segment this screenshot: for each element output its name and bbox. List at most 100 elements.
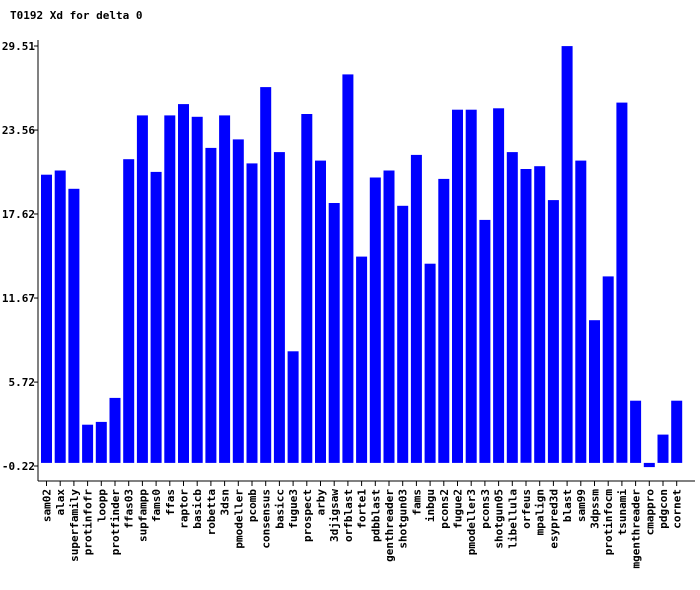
bar-pcons3 [479,219,491,463]
x-tick-label: shotgun05 [493,489,506,549]
bar-orfblast [342,74,354,463]
x-tick-label: esypred3d [547,489,560,549]
x-tick-label: protinfofr [82,489,95,556]
x-tick-label: basicb [191,489,204,529]
bar-3dsn [219,115,231,463]
bar-protinfocm [602,276,614,463]
bar-superfamily [68,188,80,463]
x-tick-label: libellula [506,489,519,549]
x-tick-label: genthreader [383,489,396,562]
bar-pdgcon [657,434,669,463]
bar-3dpssm [589,320,600,463]
bar-pmodeller [232,139,244,463]
bar-forte1 [356,256,368,463]
y-tick-label: 17.62 [2,208,35,221]
x-tick-label: fugue2 [452,489,465,529]
bar-shotgun03 [397,205,409,463]
x-tick-label: forte1 [356,489,369,529]
x-tick-label: orfblast [342,489,355,542]
x-tick-label: orfeus [520,489,533,529]
y-axis: 29.51 23.56 17.62 11.67 5.72 -0.22 [2,40,39,481]
x-tick-label: raptor [178,489,191,529]
bar-shotgun05 [493,108,505,463]
x-tick-label: cmappro [643,489,656,536]
x-tick-label: 3dsn [219,489,232,516]
x-tick-label: loopp [95,489,108,522]
x-tick-label: pdbblast [369,489,382,542]
x-tick-label: ffas03 [123,489,136,529]
x-tick-label: pmodeller [232,489,245,549]
bar-robetta [205,147,217,463]
x-tick-label: arby [315,489,328,516]
x-tick-label: pmodeller3 [465,489,478,555]
bar-pcomb [246,163,258,463]
bar-fams0 [150,171,162,463]
x-tick-label: pdgcon [657,489,670,529]
x-tick-label: prospect [301,489,314,542]
bar-basicc [273,152,285,463]
bar-fams [410,154,422,463]
bar-protfinder [109,397,121,463]
x-tick-label: cornet [671,489,684,529]
bar-sam99 [575,160,587,463]
bar-mpalign [534,166,546,463]
x-tick-label: basicc [273,489,286,529]
x-axis: sam02 alax superfamily protinfofr loopp protf… [38,480,695,569]
bar-libellula [506,152,518,463]
bar-pcons2 [438,178,450,463]
bar-prospect [301,114,313,463]
x-tick-label: 3djigsaw [328,489,341,542]
bar-raptor [178,104,189,463]
chart-title: T0192 Xd for delta 0 [10,9,143,22]
bar-arby [315,160,326,463]
x-tick-label: fams0 [150,489,163,522]
bars [41,46,683,468]
bar-esypred3d [547,200,559,463]
bar-consensus [260,87,272,463]
bar-sam02 [41,174,52,463]
bar-alax [54,170,66,463]
x-tick-label: mgenthreader [630,489,643,569]
x-tick-label: fams [410,489,423,516]
x-tick-label: superfamily [68,489,81,562]
x-tick-label: sam02 [41,489,54,522]
bar-3djigsaw [328,203,340,463]
bar-pmodeller3 [465,109,477,463]
bar-supfampp [136,115,148,463]
x-tick-label: alax [54,489,67,516]
x-tick-label: pcomb [246,489,259,522]
y-tick-label: -0.22 [2,460,35,473]
x-tick-label: pcons2 [438,489,451,529]
bar-pdbblast [369,177,381,463]
bar-loopp [95,421,107,463]
bar-ffas03 [123,159,135,463]
bar-orfeus [520,169,532,463]
bar-fugue3 [287,351,299,463]
x-tick-label: inbgu [424,489,437,522]
y-tick-label: 29.51 [2,40,35,53]
x-tick-label: protinfocm [602,489,615,556]
x-tick-label: mpalign [534,489,547,535]
bar-basicb [191,116,203,463]
bar-protinfofr [82,424,94,463]
x-tick-label: pcons3 [479,489,492,529]
bar-genthreader [383,170,395,463]
x-tick-label: sam99 [575,489,588,522]
x-tick-label: protfinder [109,489,122,556]
x-tick-label: tsunami [616,489,629,536]
x-tick-label: shotgun03 [397,489,410,549]
bar-fugue2 [452,109,463,463]
x-tick-label: robetta [205,489,218,535]
x-tick-label: consensus [260,489,273,549]
y-tick-label: 23.56 [2,124,35,137]
x-tick-label: 3dpssm [589,489,602,529]
y-tick-label: 5.72 [9,376,36,389]
x-tick-label: supfampp [136,489,149,542]
bar-blast [561,46,573,463]
bar-cmappro [643,462,655,468]
bar-mgenthreader [630,400,642,463]
bar-ffas [164,115,176,463]
x-tick-label: fugue3 [287,489,300,529]
x-tick-label: blast [561,489,574,522]
